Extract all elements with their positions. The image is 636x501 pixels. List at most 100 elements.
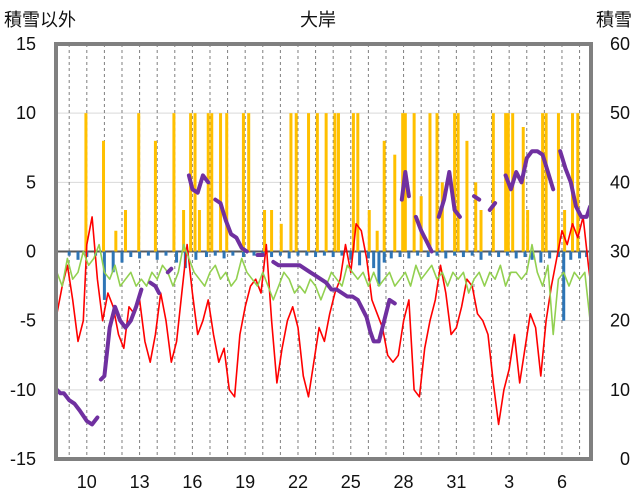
- snow_depth-line: [399, 170, 411, 202]
- precip-bar: [197, 210, 201, 252]
- precip-bar: [382, 140, 386, 252]
- y-left-tick-label: -10: [10, 380, 36, 400]
- precip-bar: [241, 113, 245, 252]
- precip-bar: [412, 113, 416, 252]
- snow_depth-line: [98, 287, 144, 382]
- snow_depth-line: [165, 266, 174, 275]
- precip-bar: [563, 210, 567, 252]
- precip-bar: [479, 210, 483, 252]
- snow_change-bar: [539, 251, 543, 263]
- precip-bar: [137, 113, 141, 252]
- precip-bar: [153, 140, 157, 252]
- precip-bar: [440, 182, 444, 252]
- x-tick-label: 6: [557, 472, 567, 492]
- precip-bar: [247, 113, 251, 252]
- snow_change-bar: [138, 251, 142, 259]
- snow_change-bar: [407, 251, 411, 259]
- snow_change-bar: [548, 251, 552, 259]
- precip-bar: [307, 113, 311, 252]
- y-right-tick-label: 30: [610, 242, 630, 262]
- snow_change-bar: [322, 251, 326, 256]
- precip-bar: [114, 230, 118, 252]
- precip-bar: [521, 127, 525, 252]
- snow_change-bar: [222, 251, 226, 259]
- snow_change-bar: [444, 251, 448, 259]
- precip-bar: [526, 210, 530, 252]
- precip-bar: [210, 113, 214, 252]
- y-right-tick-label: 10: [610, 380, 630, 400]
- snow_change-bar: [505, 251, 509, 256]
- temperature-line: [56, 216, 591, 426]
- precip-bar: [544, 113, 548, 252]
- snow_depth-line: [54, 387, 100, 427]
- snow_change-bar: [497, 251, 501, 258]
- y-left-tick-label: -5: [20, 311, 36, 331]
- snow_change-bar: [389, 251, 393, 259]
- precip-bar: [465, 140, 469, 252]
- snow_change-bar: [349, 251, 353, 260]
- snow_change-bar: [453, 251, 457, 256]
- snow_change-bar: [435, 251, 439, 256]
- precip-bar: [504, 113, 508, 252]
- snow_depth-line: [271, 259, 397, 344]
- snow_change-bar: [102, 251, 106, 300]
- snow_change-bar: [270, 251, 274, 258]
- y-right-axis-title: 積雪: [596, 10, 632, 31]
- precip-bar: [556, 113, 560, 252]
- y-right-tick-label: 20: [610, 311, 630, 331]
- x-tick-label: 16: [182, 472, 202, 492]
- precip-bar: [419, 196, 423, 252]
- precip-bar: [84, 113, 88, 252]
- snow_change-bar: [372, 251, 376, 269]
- snow_change-bar: [578, 251, 582, 259]
- precip-bar: [263, 210, 267, 252]
- snow_depth-line: [487, 201, 498, 212]
- snow_depth-line: [472, 194, 482, 202]
- precip-bar: [393, 154, 397, 252]
- precip-bar: [172, 113, 176, 252]
- y-left-axis-title: 積雪以外: [4, 10, 76, 31]
- snow_change-bar: [562, 251, 566, 321]
- snow_change-bar: [120, 251, 124, 263]
- snow_change-bar: [366, 251, 370, 259]
- snow_depth-line: [186, 173, 211, 195]
- snow_change-bar: [382, 251, 386, 263]
- snow_change-bar: [296, 251, 300, 256]
- x-tick-label: 31: [446, 472, 466, 492]
- snow_change-bar: [314, 251, 318, 258]
- snow_change-bar: [146, 251, 150, 256]
- snow_change-bar: [461, 251, 465, 258]
- chart-title: 大岸: [300, 10, 336, 31]
- y-left-tick-label: -15: [10, 449, 36, 469]
- precip-bar: [435, 113, 439, 252]
- x-tick-label: 25: [341, 472, 361, 492]
- y-left-tick-label: 10: [16, 103, 36, 123]
- precip-bar: [270, 210, 274, 252]
- precip-bar: [279, 223, 283, 252]
- precip-bar: [351, 113, 355, 252]
- precip-bar: [315, 113, 319, 252]
- snow_depth-line: [148, 280, 161, 295]
- snow_change-bar: [76, 251, 80, 260]
- snow_change-bar: [358, 251, 362, 266]
- precip-bar: [356, 113, 360, 252]
- precip-bar: [576, 113, 580, 252]
- snow_change-bar: [340, 251, 344, 256]
- snow_depth-line: [213, 197, 249, 254]
- snow_change-bar: [175, 251, 179, 263]
- y-left-tick-label: 0: [26, 242, 36, 262]
- precip-bar: [324, 113, 328, 252]
- snow_change-bar: [241, 251, 245, 258]
- snow_change-bar: [194, 251, 198, 260]
- y-left-tick-label: 5: [26, 172, 36, 192]
- precip-bar: [474, 182, 478, 252]
- snow_change-bar: [129, 251, 133, 258]
- x-ticks: 10 13 16 19 22 25 28 31 3 6: [77, 472, 567, 492]
- bars-layer: [67, 113, 589, 321]
- snow_change-bar: [514, 251, 518, 259]
- x-tick-label: 22: [288, 472, 308, 492]
- snow_depth-line: [558, 149, 593, 219]
- snow_change-bar: [398, 251, 402, 258]
- snow_change-bar: [67, 251, 71, 256]
- y-right-ticks: 60 50 40 30 20 10 0: [610, 34, 630, 469]
